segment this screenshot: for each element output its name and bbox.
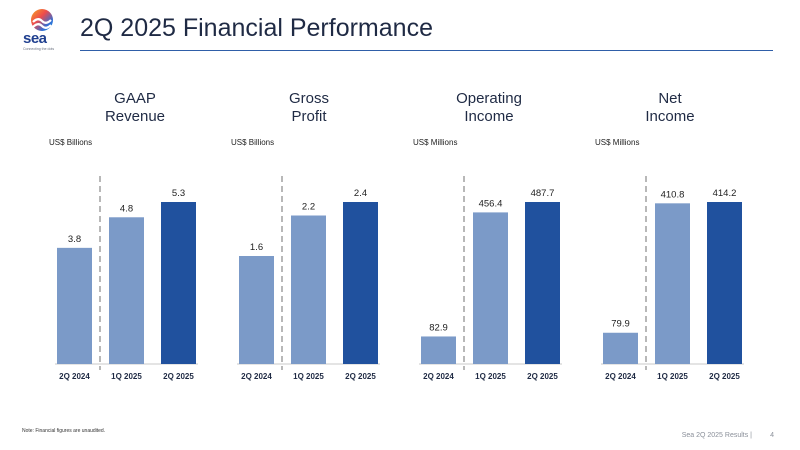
- title-divider: [80, 50, 773, 51]
- category-label: 2Q 2025: [709, 372, 740, 381]
- sea-logo-icon: [31, 9, 53, 31]
- footnote: Note: Financial figures are unaudited.: [22, 428, 106, 434]
- panel-title-line: GAAP: [114, 90, 156, 107]
- data-label: 5.3: [172, 188, 185, 199]
- data-label: 3.8: [68, 234, 81, 245]
- panel-title-line: Net: [658, 90, 682, 107]
- bar: [473, 212, 508, 364]
- unit-label: US$ Millions: [595, 138, 640, 147]
- bar: [239, 256, 274, 364]
- data-label: 1.6: [250, 242, 263, 253]
- panel-title-line: Revenue: [104, 108, 166, 125]
- category-label: 1Q 2025: [111, 372, 142, 381]
- bar: [109, 217, 144, 364]
- data-label: 79.9: [611, 319, 630, 330]
- bar: [343, 202, 378, 364]
- page-title: 2Q 2025 Financial Performance: [80, 14, 433, 42]
- bar: [655, 203, 690, 364]
- panel-title-gross-profit: Gross Profit: [239, 90, 379, 126]
- data-label: 2.2: [302, 202, 315, 213]
- bar: [161, 202, 196, 364]
- unit-label: US$ Billions: [49, 138, 93, 147]
- panel-title-operating-income: Operating Income: [419, 90, 559, 126]
- category-label: 2Q 2024: [605, 372, 636, 381]
- panel-title-line: Income: [645, 108, 695, 125]
- category-label: 1Q 2025: [475, 372, 506, 381]
- panel-title-revenue: GAAP Revenue: [65, 90, 205, 126]
- category-label: 2Q 2025: [345, 372, 376, 381]
- data-label: 414.2: [713, 188, 737, 199]
- category-label: 2Q 2024: [59, 372, 90, 381]
- bar: [291, 215, 326, 364]
- category-label: 2Q 2025: [163, 372, 194, 381]
- bar: [603, 332, 638, 364]
- logo-wordmark: sea: [23, 30, 47, 47]
- unit-label: US$ Billions: [231, 138, 275, 147]
- bar: [57, 247, 92, 364]
- category-label: 2Q 2025: [527, 372, 558, 381]
- logo-tagline: Connecting the dots: [23, 47, 55, 51]
- page-number: 4: [770, 432, 774, 439]
- category-label: 2Q 2024: [241, 372, 272, 381]
- category-label: 1Q 2025: [293, 372, 324, 381]
- data-label: 410.8: [661, 189, 685, 200]
- bar: [707, 202, 742, 364]
- unit-label: US$ Millions: [413, 138, 458, 147]
- bar: [421, 336, 456, 364]
- data-label: 487.7: [531, 188, 555, 199]
- category-label: 2Q 2024: [423, 372, 454, 381]
- panel-title-line: Income: [464, 108, 514, 125]
- panel-title-line: Operating: [456, 90, 522, 107]
- panel-title-line: Profit: [291, 108, 327, 125]
- panel-title-line: Gross: [288, 90, 329, 107]
- bar: [525, 202, 560, 364]
- panel-title-net-income: Net Income: [600, 90, 740, 126]
- footer-source: Sea 2Q 2025 Results |: [681, 432, 752, 439]
- category-label: 1Q 2025: [657, 372, 688, 381]
- data-label: 4.8: [120, 203, 133, 214]
- data-label: 2.4: [354, 188, 367, 199]
- data-label: 82.9: [429, 322, 448, 333]
- data-label: 456.4: [479, 198, 503, 209]
